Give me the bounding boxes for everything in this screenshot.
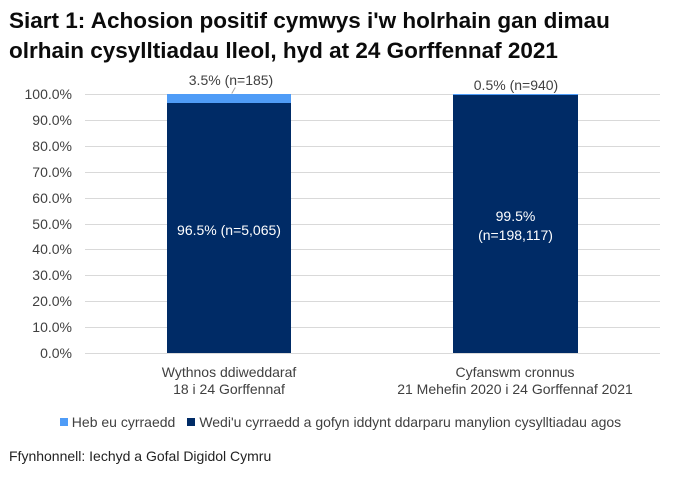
gridline [85, 224, 660, 225]
gridline [85, 198, 660, 199]
legend: Heb eu cyrraedd Wedi'u cyrraedd a gofyn … [0, 414, 681, 430]
y-tick: 20.0% [32, 293, 72, 309]
bar-latest-week: 96.5% (n=5,065) [167, 94, 291, 353]
gridline [85, 146, 660, 147]
y-tick: 70.0% [32, 164, 72, 180]
x-category-label: Cyfanswm cronnus 21 Mehefin 2020 i 24 Go… [365, 364, 665, 398]
data-label-not-reached: 3.5% (n=185) [188, 72, 274, 88]
x-label-line1: Cyfanswm cronnus [455, 364, 575, 380]
y-tick: 50.0% [32, 216, 72, 232]
gridline [85, 327, 660, 328]
x-label-line2: 18 i 24 Gorffennaf [173, 381, 285, 397]
gridline [85, 94, 660, 95]
gridline [85, 301, 660, 302]
legend-swatch-icon [187, 418, 196, 426]
x-label-line2: 21 Mehefin 2020 i 24 Gorffennaf 2021 [397, 381, 633, 397]
data-label: 96.5% (n=5,065) [177, 222, 281, 238]
legend-label: Heb eu cyrraedd [71, 414, 176, 430]
gridline [85, 275, 660, 276]
legend-swatch-icon [59, 418, 68, 426]
data-label-not-reached: 0.5% (n=940) [473, 77, 559, 93]
legend-label: Wedi'u cyrraedd a gofyn iddynt ddarparu … [199, 414, 622, 430]
bar-segment-not-reached [453, 94, 578, 95]
y-tick: 90.0% [32, 112, 72, 128]
source-note: Ffynhonnell: Iechyd a Gofal Digidol Cymr… [9, 448, 272, 464]
legend-item-reached: Wedi'u cyrraedd a gofyn iddynt ddarparu … [187, 414, 621, 430]
legend-item-not-reached: Heb eu cyrraedd [59, 414, 176, 430]
plot-area: 96.5% (n=5,065) 99.5% (n=198,117) [85, 94, 660, 354]
y-tick: 100.0% [24, 86, 72, 102]
gridline [85, 249, 660, 250]
data-label: (n=198,117) [478, 227, 553, 243]
gridline [85, 120, 660, 121]
x-category-label: Wythnos ddiweddaraf 18 i 24 Gorffennaf [129, 364, 329, 398]
x-label-line1: Wythnos ddiweddaraf [161, 364, 297, 380]
y-tick: 40.0% [32, 241, 72, 257]
leader-line [231, 87, 236, 94]
y-tick: 30.0% [32, 267, 72, 283]
gridline [85, 172, 660, 173]
bar-cumulative-total: 99.5% (n=198,117) [453, 94, 578, 353]
bar-segment-not-reached [167, 94, 291, 103]
bar-segment-reached: 96.5% (n=5,065) [167, 103, 291, 353]
bar-segment-reached: 99.5% (n=198,117) [453, 95, 578, 353]
data-label: 99.5% [495, 208, 536, 224]
chart-title: Siart 1: Achosion positif cymwys i'w hol… [9, 8, 610, 63]
y-tick: 0.0% [40, 345, 72, 361]
y-tick: 60.0% [32, 190, 72, 206]
gridline-baseline [85, 353, 660, 354]
y-tick: 10.0% [32, 319, 72, 335]
y-tick: 80.0% [32, 138, 72, 154]
